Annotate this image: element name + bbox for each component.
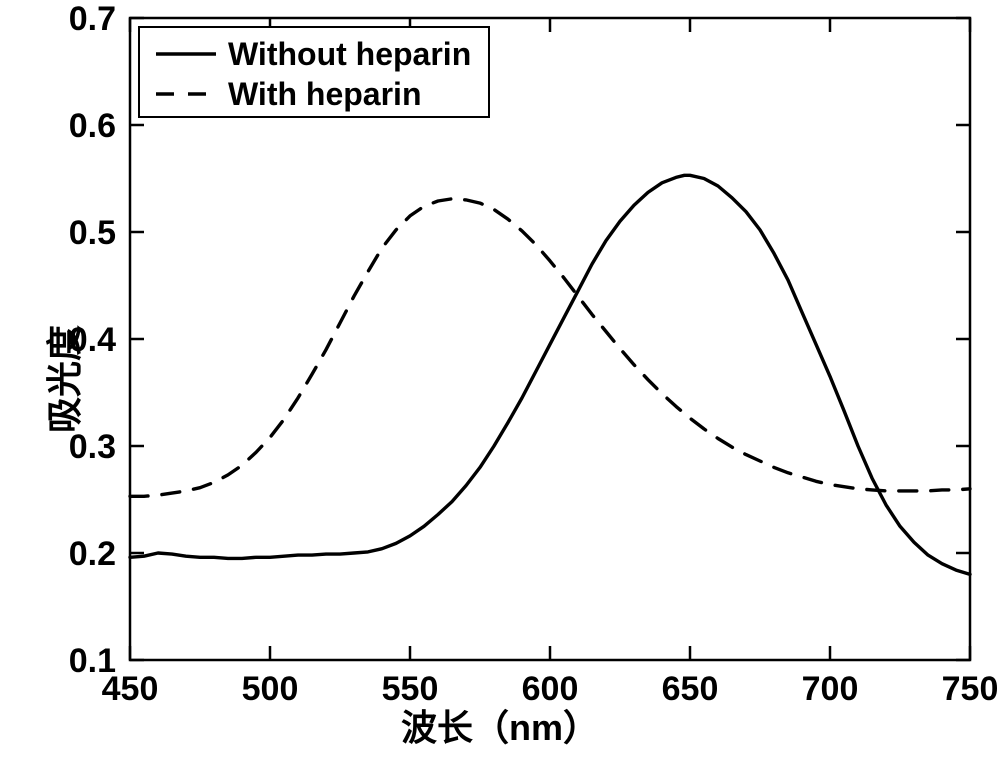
legend-swatch-with <box>154 74 218 114</box>
x-axis-label: 波长（nm） <box>401 699 599 751</box>
figure-container: 4505005506006507007500.10.20.30.40.50.60… <box>0 0 1000 757</box>
legend-label: Without heparin <box>228 38 471 70</box>
x-tick-label: 500 <box>242 670 299 708</box>
y-tick-label: 0.1 <box>69 642 116 680</box>
y-tick-label: 0.2 <box>69 535 116 573</box>
legend: Without heparin With heparin <box>138 26 490 118</box>
x-tick-label: 650 <box>662 670 719 708</box>
legend-swatch-without <box>154 34 218 74</box>
y-tick-label: 0.5 <box>69 214 116 252</box>
y-tick-label: 0.7 <box>69 0 116 38</box>
x-tick-label: 700 <box>802 670 859 708</box>
legend-item-without: Without heparin <box>154 34 474 74</box>
y-tick-label: 0.6 <box>69 107 116 145</box>
legend-item-with: With heparin <box>154 74 474 114</box>
legend-label: With heparin <box>228 78 421 110</box>
x-tick-label: 750 <box>942 670 999 708</box>
y-axis-label: 吸光度 <box>36 324 88 432</box>
series-without <box>130 175 970 574</box>
y-tick-label: 0.3 <box>69 428 116 466</box>
